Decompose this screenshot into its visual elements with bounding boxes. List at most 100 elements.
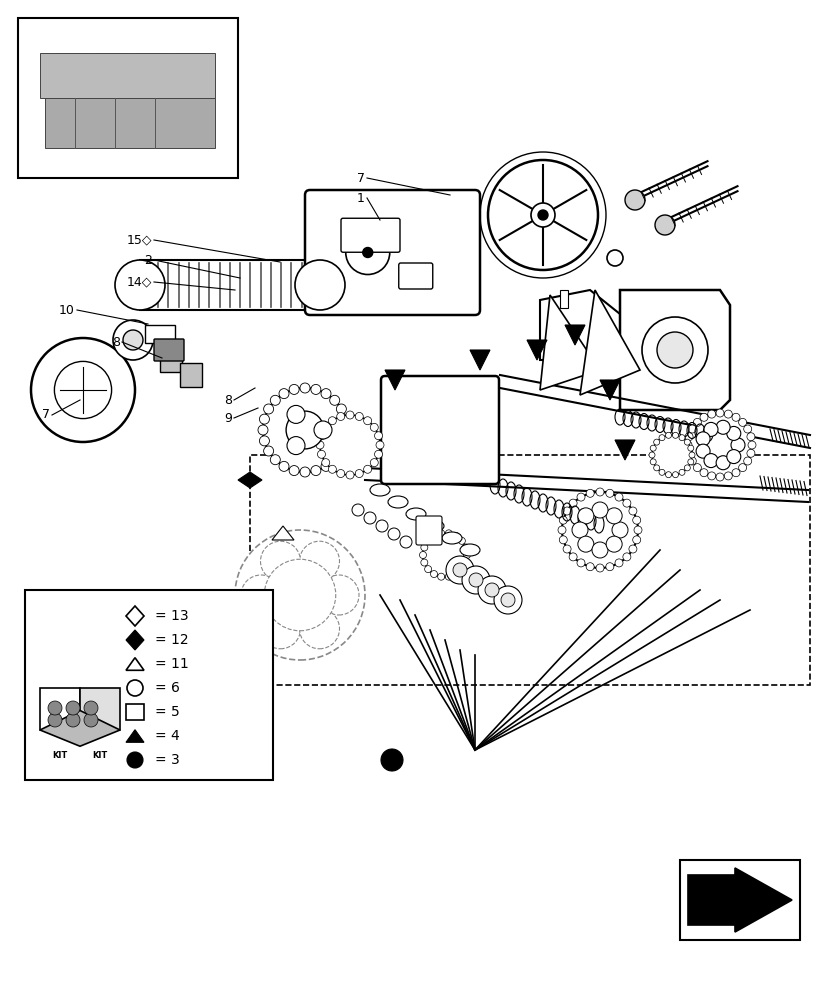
Circle shape [289,384,299,394]
Circle shape [84,713,98,727]
Circle shape [260,414,269,424]
Circle shape [569,499,577,507]
Circle shape [295,260,345,310]
Circle shape [563,507,571,515]
Text: = 4: = 4 [155,729,180,743]
Circle shape [684,465,691,471]
FancyBboxPatch shape [154,339,184,361]
Bar [160,348,182,372]
Circle shape [478,576,506,604]
Circle shape [607,250,623,266]
Polygon shape [238,472,262,488]
Circle shape [623,553,631,561]
Circle shape [650,459,656,465]
Circle shape [731,438,745,452]
Polygon shape [688,868,792,932]
Circle shape [463,552,471,558]
Bar [55,53,87,93]
Circle shape [501,593,515,607]
Circle shape [744,425,751,433]
Circle shape [84,701,98,715]
Text: 8: 8 [224,393,232,406]
Circle shape [445,573,452,580]
Circle shape [558,526,566,534]
Circle shape [488,160,598,270]
Circle shape [716,420,730,434]
Circle shape [615,493,623,501]
Polygon shape [580,290,640,395]
Circle shape [684,439,691,445]
Circle shape [287,405,305,423]
Circle shape [642,317,708,383]
Circle shape [419,552,427,558]
Circle shape [708,472,716,480]
Circle shape [270,455,280,465]
Circle shape [538,210,548,220]
Circle shape [31,338,135,442]
Bar [135,53,167,93]
Circle shape [289,466,299,476]
Circle shape [260,436,269,446]
Circle shape [279,461,289,471]
Circle shape [421,559,428,566]
Circle shape [337,412,344,420]
FancyBboxPatch shape [416,516,442,545]
Circle shape [329,417,336,425]
Circle shape [286,411,324,449]
Circle shape [708,410,716,418]
Circle shape [375,432,382,440]
Circle shape [679,469,685,475]
Circle shape [592,502,608,518]
Circle shape [381,749,403,771]
Circle shape [700,469,708,477]
Circle shape [260,609,301,649]
Circle shape [716,409,724,417]
Circle shape [738,418,747,426]
Circle shape [606,536,622,552]
Circle shape [612,522,628,538]
Circle shape [633,516,641,524]
Circle shape [340,414,350,424]
Circle shape [649,452,655,458]
Circle shape [400,536,412,548]
Text: = 6: = 6 [155,681,180,695]
Ellipse shape [388,496,408,508]
Circle shape [689,452,695,458]
Circle shape [352,504,364,516]
Circle shape [655,215,675,235]
Circle shape [258,425,268,435]
Circle shape [659,435,665,441]
Bar [175,53,207,93]
Circle shape [346,471,354,479]
Circle shape [438,530,445,537]
Circle shape [586,489,594,497]
Circle shape [625,190,645,210]
Text: 10: 10 [59,304,75,316]
Bar [80,688,120,730]
FancyBboxPatch shape [341,218,400,252]
Bar [250,455,810,685]
Polygon shape [600,380,620,400]
Circle shape [747,433,755,441]
Circle shape [494,586,522,614]
Circle shape [688,445,694,451]
Text: 9: 9 [224,412,232,424]
Circle shape [704,422,718,436]
Ellipse shape [370,484,390,496]
Circle shape [657,332,693,368]
Circle shape [300,383,310,393]
Circle shape [559,516,567,524]
Bar [40,53,215,98]
Circle shape [634,526,642,534]
Polygon shape [126,606,144,626]
Circle shape [430,532,438,539]
Circle shape [321,423,330,431]
Circle shape [364,512,376,524]
Circle shape [321,459,330,467]
Circle shape [679,435,685,441]
Ellipse shape [460,544,480,556]
Circle shape [724,410,733,418]
Circle shape [629,507,637,515]
Circle shape [688,459,694,465]
Circle shape [592,542,608,558]
